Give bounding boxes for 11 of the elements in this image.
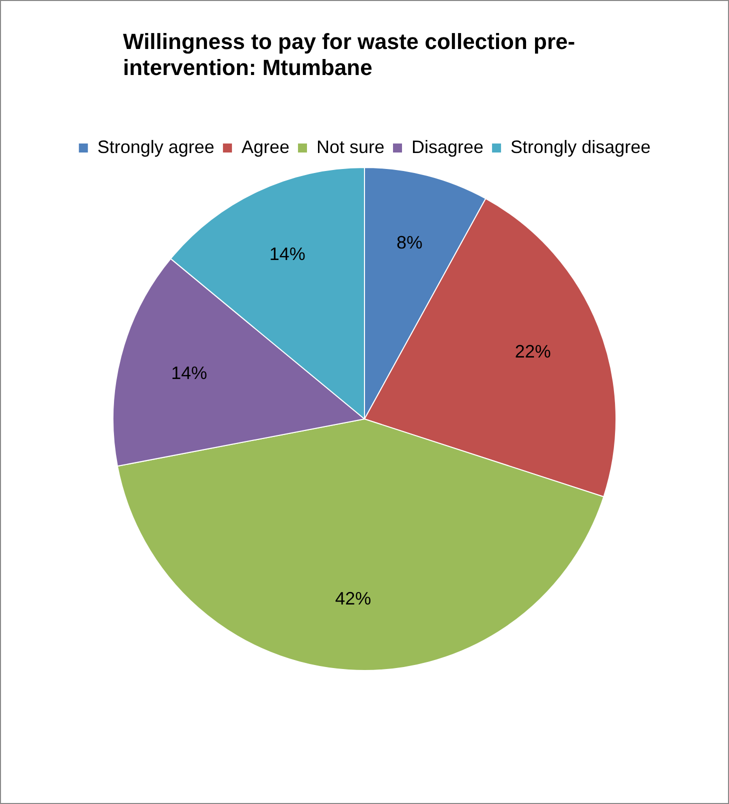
data-label: 14% [171, 362, 208, 383]
data-label: 22% [514, 341, 551, 362]
legend-label: Strongly agree [97, 136, 214, 157]
legend-label: Strongly disagree [510, 136, 651, 157]
data-label: 8% [396, 232, 423, 253]
legend-label: Disagree [412, 136, 484, 157]
chart-title: Willingness to pay for waste collection pre-intervention: Mtumbane [123, 29, 576, 81]
legend-label: Agree [241, 136, 290, 157]
data-label: 42% [335, 588, 372, 609]
data-label: 14% [269, 244, 306, 264]
legend-label: Not sure [316, 136, 385, 157]
